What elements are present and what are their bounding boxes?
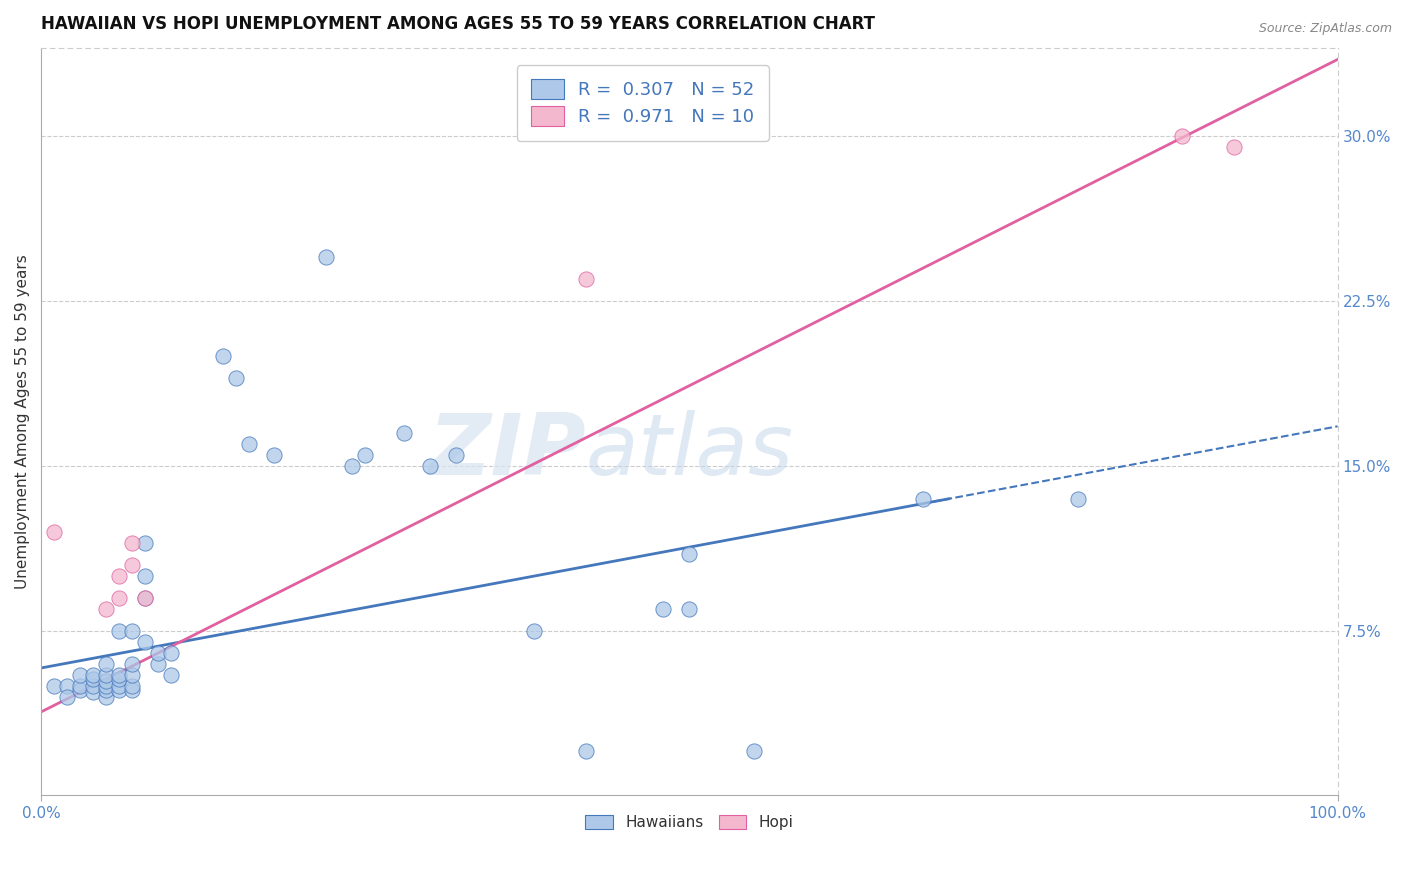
Point (134, 568, 156, 582)
Point (575, 744, 598, 758)
Point (82, 667, 104, 681)
Text: atlas: atlas (586, 410, 793, 493)
Point (108, 591, 131, 605)
Point (108, 624, 131, 638)
Point (94, 674, 117, 689)
Point (354, 448, 377, 462)
Point (134, 634, 156, 648)
Point (94, 682, 117, 697)
Text: ZIP: ZIP (427, 410, 586, 493)
Point (159, 667, 181, 681)
Point (678, 601, 700, 615)
Point (82, 672, 104, 686)
Point (94, 667, 117, 681)
Point (69, 682, 91, 697)
Point (146, 657, 169, 671)
Point (69, 667, 91, 681)
Point (742, 744, 765, 758)
Point (121, 535, 143, 549)
Point (146, 646, 169, 660)
Point (263, 448, 285, 462)
Point (108, 568, 131, 582)
Point (575, 272, 598, 286)
Y-axis label: Unemployment Among Ages 55 to 59 years: Unemployment Among Ages 55 to 59 years (15, 254, 30, 590)
Point (134, 535, 156, 549)
Point (121, 667, 143, 681)
Point (652, 601, 675, 615)
Point (444, 448, 467, 462)
Point (94, 679, 117, 693)
Point (69, 679, 91, 693)
Point (82, 679, 104, 693)
Point (82, 685, 104, 699)
Point (42, 524, 65, 539)
Point (392, 425, 415, 440)
Point (121, 558, 143, 572)
Point (134, 591, 156, 605)
Point (134, 591, 156, 605)
Point (211, 349, 233, 363)
Point (419, 458, 441, 473)
Point (121, 624, 143, 638)
Point (108, 672, 131, 686)
Point (56, 679, 79, 693)
Point (523, 624, 546, 638)
Point (1171, 129, 1194, 144)
Text: HAWAIIAN VS HOPI UNEMPLOYMENT AMONG AGES 55 TO 59 YEARS CORRELATION CHART: HAWAIIAN VS HOPI UNEMPLOYMENT AMONG AGES… (41, 15, 875, 33)
Point (315, 250, 337, 264)
Point (1223, 140, 1246, 154)
Point (121, 679, 143, 693)
Text: Source: ZipAtlas.com: Source: ZipAtlas.com (1258, 22, 1392, 36)
Point (94, 601, 117, 615)
Point (94, 690, 117, 704)
Point (159, 646, 181, 660)
Point (225, 371, 247, 385)
Point (911, 491, 934, 506)
Point (56, 690, 79, 704)
Point (238, 437, 260, 451)
Legend: Hawaiians, Hopi: Hawaiians, Hopi (579, 808, 800, 837)
Point (121, 682, 143, 697)
Point (108, 679, 131, 693)
Point (94, 657, 117, 671)
Point (342, 458, 364, 473)
Point (121, 657, 143, 671)
Point (678, 547, 700, 561)
Point (108, 667, 131, 681)
Point (108, 682, 131, 697)
Point (1067, 491, 1090, 506)
Point (42, 679, 65, 693)
